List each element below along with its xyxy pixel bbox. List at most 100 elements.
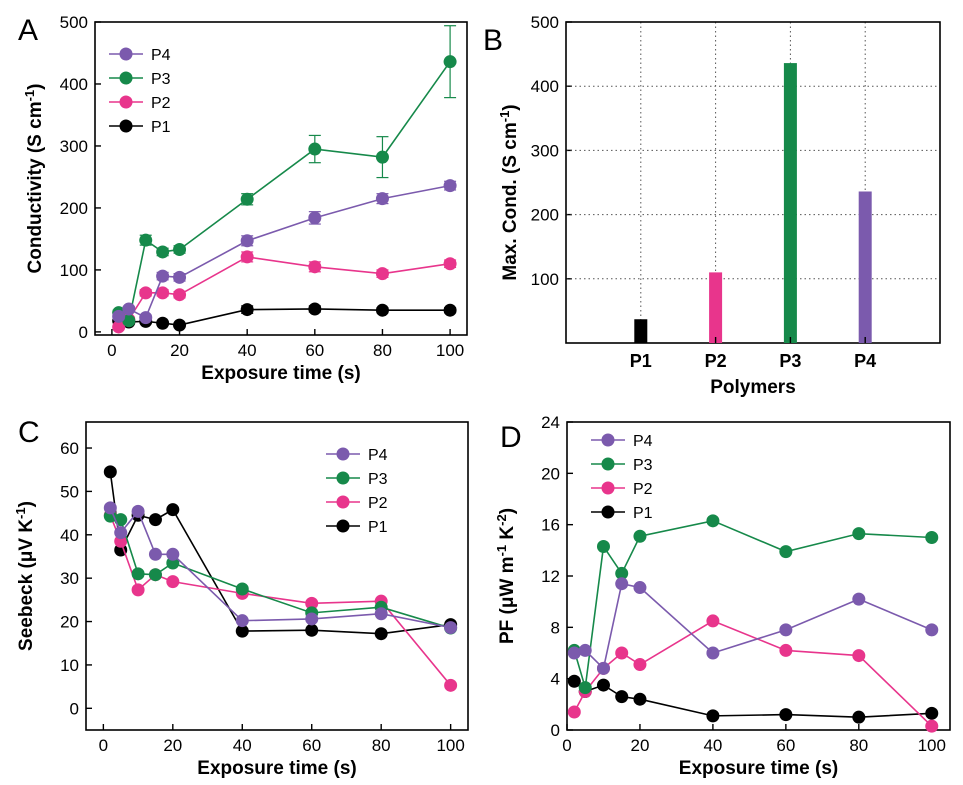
data-point-P4: [148, 547, 162, 561]
legend-marker-P3: [601, 457, 615, 471]
series-P1: [567, 674, 939, 724]
data-point-P2: [131, 583, 145, 597]
data-point-P1: [706, 709, 720, 723]
panel-label: B: [483, 24, 503, 57]
x-tick-label: 60: [305, 341, 324, 360]
legend-label-P1: P1: [368, 519, 388, 536]
legend-label-P4: P4: [633, 433, 653, 450]
series-P1: [112, 302, 457, 332]
x-tick-label: 60: [776, 736, 795, 755]
data-point-P2: [139, 286, 153, 300]
legend-label-P4: P4: [368, 447, 388, 464]
data-point-P1: [633, 692, 647, 706]
data-point-P4: [139, 311, 153, 325]
data-point-P2: [444, 678, 458, 692]
y-tick-label: 10: [60, 656, 79, 675]
data-point-P2: [240, 250, 254, 264]
y-axis-label: Max. Cond. (S cm-1): [497, 104, 522, 280]
data-point-P4: [166, 547, 180, 561]
data-point-P2: [305, 596, 319, 610]
legend-label-P3: P3: [368, 471, 388, 488]
x-tick-label: 20: [170, 341, 189, 360]
y-tick-label: 30: [60, 569, 79, 588]
series-line-P2: [573, 620, 933, 727]
plot-frame: [565, 21, 941, 344]
legend-label-P2: P2: [633, 481, 653, 498]
data-point-P2: [706, 614, 720, 628]
x-axis-label: Polymers: [710, 377, 796, 398]
y-tick-label: 16: [541, 516, 560, 535]
data-point-P4: [443, 179, 457, 193]
y-tick-label: 12: [541, 567, 560, 586]
series-P4: [103, 501, 458, 635]
data-point-P3: [131, 567, 145, 581]
data-point-P4: [578, 643, 592, 657]
data-point-P3: [375, 150, 389, 164]
data-point-P2: [173, 288, 187, 302]
data-point-P4: [615, 577, 629, 591]
x-axis-label: Exposure time (s): [201, 363, 360, 384]
legend-marker-P1: [601, 505, 615, 519]
data-point-P2: [112, 320, 126, 334]
x-tick-label: 60: [302, 736, 321, 755]
legend-label-P1: P1: [151, 119, 171, 136]
series-line-P1: [573, 680, 932, 718]
data-point-P1: [166, 503, 180, 517]
data-point-P1: [308, 302, 322, 316]
y-tick-label: 24: [541, 413, 560, 432]
data-point-P2: [375, 267, 389, 281]
bar-P3: [783, 63, 797, 343]
data-point-P1: [148, 513, 162, 527]
series-P3: [112, 25, 457, 328]
y-tick-label: 300: [60, 137, 88, 156]
series-line-P4: [574, 582, 933, 670]
data-point-P4: [122, 302, 136, 316]
data-point-P1: [375, 303, 389, 317]
legend-marker-P2: [601, 481, 615, 495]
data-point-P1: [156, 316, 170, 330]
x-tick-label: 0: [107, 341, 116, 360]
data-point-P3: [925, 531, 939, 544]
data-point-P2: [156, 286, 170, 300]
y-tick-label: 4: [551, 670, 560, 689]
x-tick-label: 40: [238, 341, 257, 360]
series-P4: [567, 577, 939, 675]
data-point-P3: [139, 233, 153, 247]
y-tick-label: 200: [531, 206, 559, 225]
data-point-P4: [131, 504, 145, 518]
data-point-P3: [235, 582, 249, 596]
data-point-P3: [114, 513, 128, 527]
data-point-P1: [103, 465, 117, 479]
series-line-P4: [109, 507, 451, 629]
y-axis-label: Seebeck (μV K-1): [13, 501, 38, 651]
x-tick-label: 80: [849, 736, 868, 755]
bar-P1: [634, 319, 648, 343]
y-tick-label: 200: [60, 199, 88, 218]
data-point-P3: [156, 245, 170, 259]
y-tick-label: 400: [60, 75, 88, 94]
data-point-P3: [308, 142, 322, 156]
panel-D: 0 20 40 60 80 100 0 4 8 12 16 20 24 D Exposure time (s…: [494, 413, 951, 779]
x-tick-label: 80: [372, 736, 391, 755]
data-point-P4: [114, 526, 128, 540]
data-point-P4: [925, 623, 939, 637]
data-point-P2: [615, 646, 629, 660]
series-P3: [103, 509, 458, 635]
data-point-P4: [706, 646, 720, 660]
data-point-P2: [308, 260, 322, 274]
legend-label-P2: P2: [368, 495, 388, 512]
legend: P4 P3 P2 P1: [591, 433, 653, 522]
x-tick-label: 80: [373, 341, 392, 360]
data-point-P4: [308, 211, 322, 225]
data-point-P4: [633, 581, 647, 595]
data-point-P4: [156, 269, 170, 283]
data-point-P2: [166, 575, 180, 589]
y-tick-label: 60: [60, 439, 79, 458]
legend-marker-P4: [119, 47, 133, 61]
data-point-P4: [779, 623, 793, 637]
category-label-P3: P3: [779, 351, 801, 371]
y-axis-label: Conductivity (S cm-1): [22, 84, 47, 274]
x-tick-label: 20: [163, 736, 182, 755]
y-tick-label: 8: [551, 618, 560, 637]
data-point-P4: [240, 234, 254, 248]
